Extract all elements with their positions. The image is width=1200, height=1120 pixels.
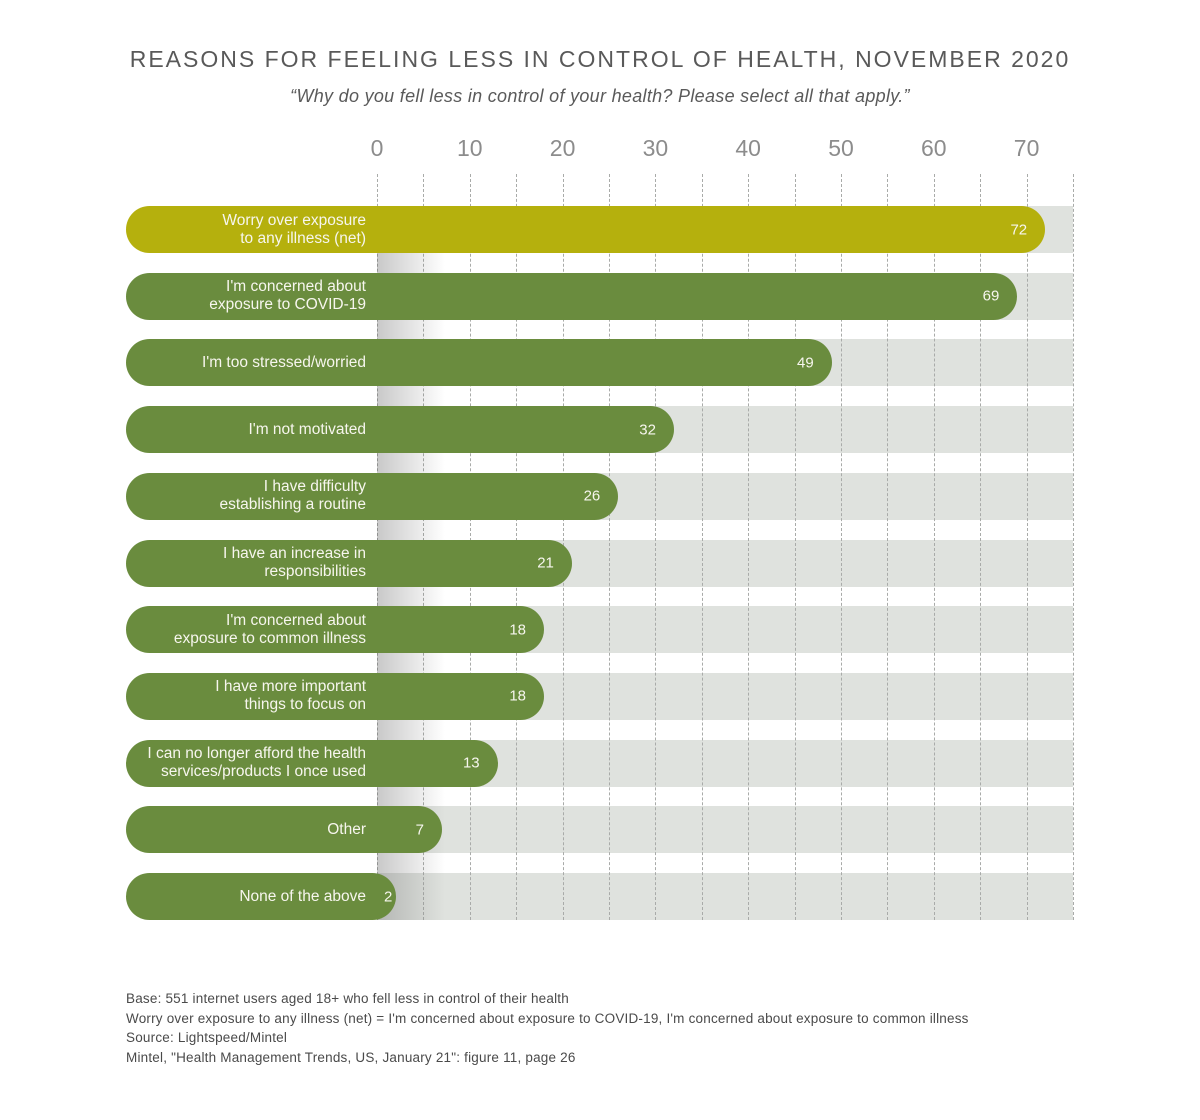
bar-value: 18 xyxy=(509,687,527,705)
gridline xyxy=(887,174,889,920)
bar-label: I have an increase in responsibilities xyxy=(222,545,366,580)
chart-subtitle: “Why do you fell less in control of your… xyxy=(290,86,910,106)
bar-track xyxy=(377,806,1073,854)
chart-title: REASONS FOR FEELING LESS IN CONTROL OF H… xyxy=(129,46,1071,72)
bar-label: I can no longer afford the health servic… xyxy=(147,745,366,781)
axis-tick-label: 70 xyxy=(1013,135,1040,161)
bar-value: 21 xyxy=(537,554,554,572)
footnote-base: Base: 551 internet users aged 18+ who fe… xyxy=(126,991,569,1006)
gridline xyxy=(701,174,703,920)
bar-label: I'm too stressed/worried xyxy=(201,353,366,371)
bar-label: I'm concerned about exposure to COVID-19 xyxy=(209,278,366,314)
bar: I'm concerned about exposure to common i… xyxy=(126,606,545,654)
bar-label: None of the above xyxy=(239,887,366,905)
axis-tick-label: 20 xyxy=(549,135,576,161)
footnote-source: Source: Lightspeed/Mintel xyxy=(126,1030,288,1045)
gridline xyxy=(1026,174,1028,920)
gridline xyxy=(609,174,610,920)
bar-value: 13 xyxy=(462,754,480,772)
axis-tick-label: 50 xyxy=(828,135,854,161)
bar-label: I have more important things to focus on xyxy=(215,678,366,714)
bar-value: 26 xyxy=(583,487,601,505)
gridline xyxy=(748,174,750,920)
axis-tick-label: 10 xyxy=(457,135,483,161)
bar-chart: 0 10 20 30 40 50 60 70 Worry over exposure to a… xyxy=(0,129,1200,944)
bar-label: Other xyxy=(327,820,366,838)
bar: I'm too stressed/worried 49 xyxy=(126,339,832,387)
bar-value: 18 xyxy=(509,621,527,639)
bar-series: Worry over exposure to any illness (net)… xyxy=(0,129,1200,944)
gridline xyxy=(1073,174,1074,920)
bar: I have more important things to focus on… xyxy=(126,672,545,720)
bar-value: 32 xyxy=(639,421,656,439)
footnote-definition: Worry over exposure to any illness (net)… xyxy=(126,1010,969,1026)
bar-value: 49 xyxy=(797,354,814,372)
bar-value: 2 xyxy=(384,888,393,905)
bar-label: Worry over exposure to any illness (net) xyxy=(222,211,366,247)
bar: Other 7 xyxy=(126,806,442,854)
bar-label: I'm not motivated xyxy=(248,420,366,438)
bar: I'm not motivated 32 xyxy=(126,406,674,454)
gridline xyxy=(794,174,796,920)
axis-tick-label: 0 xyxy=(370,135,384,161)
bar-value: 72 xyxy=(1010,221,1028,238)
bar: Worry over exposure to any illness (net)… xyxy=(126,206,1046,253)
bar-label: I'm concerned about exposure to common i… xyxy=(173,611,366,647)
axis-tick-label: 30 xyxy=(642,135,669,161)
axis-tick-label: 60 xyxy=(921,135,947,161)
bar-value: 7 xyxy=(415,821,424,839)
bar-value: 69 xyxy=(982,287,1000,305)
axis-tick-label: 40 xyxy=(735,135,761,161)
bar-track xyxy=(377,873,1073,920)
bar: None of the above 2 xyxy=(126,873,396,920)
gridline xyxy=(655,174,657,920)
bar: I have difficulty establishing a routine… xyxy=(126,472,619,520)
footnotes: Base: 551 internet users aged 18+ who fe… xyxy=(126,989,1140,1067)
gridline xyxy=(980,174,982,920)
footnote-citation: Mintel, "Health Management Trends, US, J… xyxy=(126,1049,576,1065)
bar: I have an increase in responsibilities 21 xyxy=(126,539,572,587)
gridline xyxy=(933,174,935,920)
gridline xyxy=(841,174,842,920)
bar: I can no longer afford the health servic… xyxy=(126,739,498,787)
bar-label: I have difficulty establishing a routine xyxy=(219,478,367,514)
bar: I'm concerned about exposure to COVID-19… xyxy=(126,272,1018,320)
